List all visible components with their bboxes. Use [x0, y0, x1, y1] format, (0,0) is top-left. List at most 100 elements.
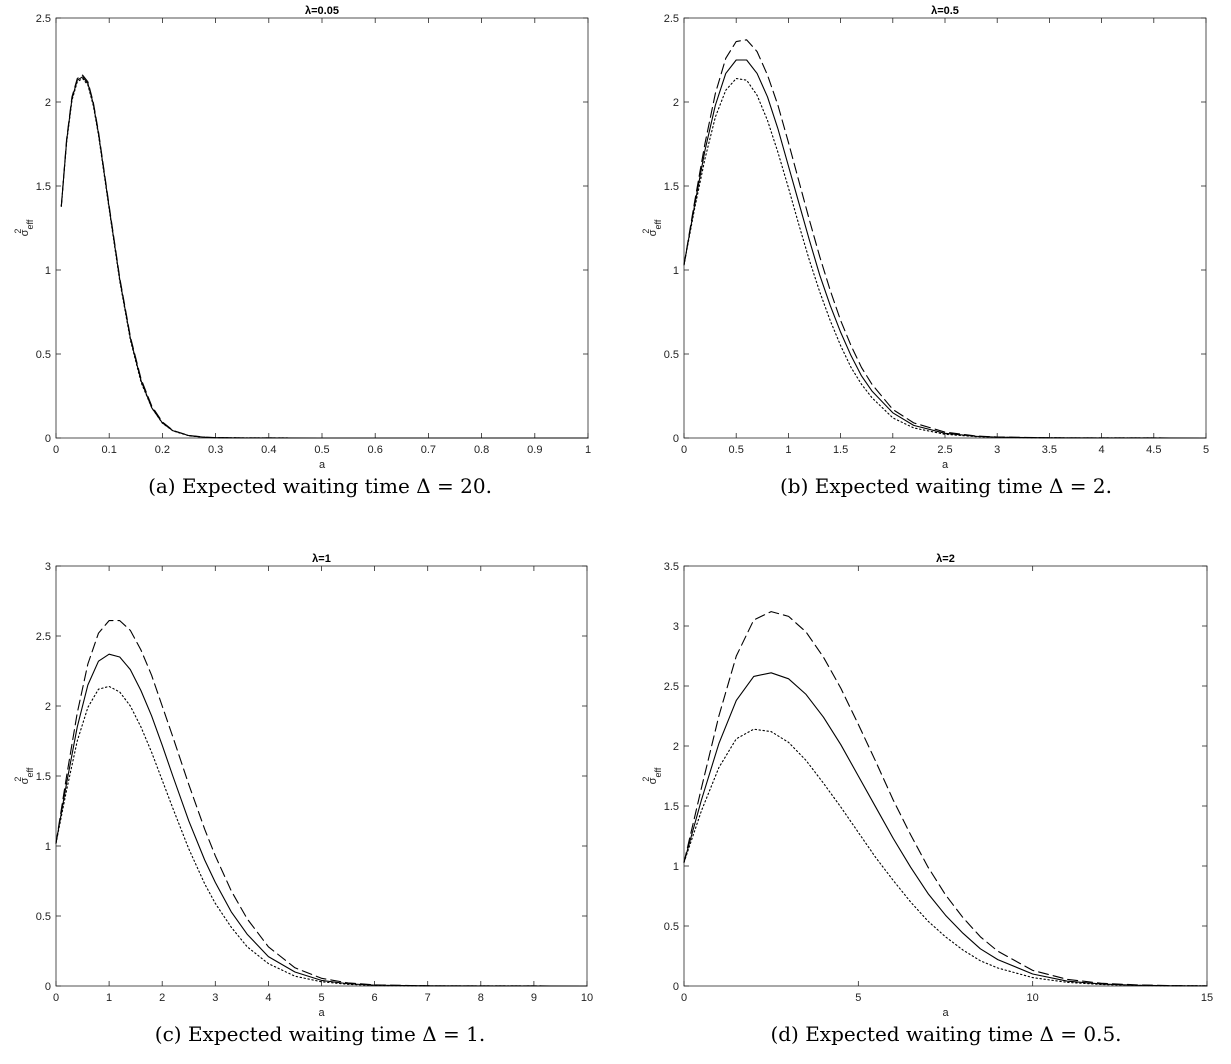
y-axis-label-sub: eff: [653, 767, 663, 777]
x-axis-label: a: [318, 1007, 325, 1019]
y-axis-label: σeff2: [13, 219, 35, 236]
y-tick-label: 2.5: [36, 631, 51, 643]
x-tick-label: 4: [265, 992, 271, 1004]
plot-area-box: [56, 18, 588, 438]
chart-panel-c: λ=1 0 1 2 3 4 5 6 7 8 9 10 0 0.5 1 1.5 2 2.5 3 a σeff2: [0, 530, 615, 1015]
y-axis-label-sup: 2: [641, 777, 651, 782]
y-tick-label: 3: [673, 621, 679, 633]
chart-title: λ=1: [312, 553, 331, 565]
chart-panel-d: λ=2 0 5 10 15 0 0.5 1 1.5 2 2.5 3 3.5 a σeff2: [615, 530, 1231, 1015]
x-tick-label: 8: [478, 992, 484, 1004]
x-tick-label: 9: [531, 992, 537, 1004]
plot-area-box: [684, 18, 1206, 438]
chart-b-svg: λ=0.5 0 0.5 1 1.5 2 2.5 3 3.5 4 4.5 5 0 0.5 1 1.5 2 2.5 a σ…: [615, 0, 1231, 478]
y-tick-label: 0: [45, 981, 51, 993]
x-tick-label: 3: [994, 444, 1000, 456]
y-tick-label: 1: [45, 265, 51, 277]
y-tick-label: 2: [673, 97, 679, 109]
x-tick-label: 3: [212, 992, 218, 1004]
x-tick-label: 0.3: [208, 444, 223, 456]
y-tick-label: 0.5: [36, 349, 51, 361]
chart-title: λ=0.5: [931, 5, 959, 17]
y-tick-label: 3: [45, 561, 51, 573]
plot-area-box: [684, 566, 1207, 986]
y-tick-label: 1: [45, 841, 51, 853]
chart-title: λ=0.05: [305, 5, 339, 17]
y-tick-label: 0: [45, 433, 51, 445]
y-tick-label: 0: [673, 433, 679, 445]
x-tick-label: 0.8: [474, 444, 489, 456]
y-tick-label: 2: [673, 741, 679, 753]
y-tick-label: 2: [45, 701, 51, 713]
plot-area-box: [56, 566, 587, 986]
x-axis-label: a: [319, 459, 326, 471]
chart-title: λ=2: [936, 553, 955, 565]
caption-c: (c) Expected waiting time Δ = 1.: [20, 1022, 620, 1046]
y-axis-label: σeff2: [641, 219, 663, 236]
y-axis-label-sub: eff: [653, 219, 663, 229]
y-axis-label-sub: eff: [25, 767, 35, 777]
y-axis-label: σeff2: [13, 767, 35, 784]
x-tick-label: 2: [890, 444, 896, 456]
x-tick-label: 1: [585, 444, 591, 456]
x-axis-label: a: [942, 1007, 949, 1019]
x-tick-label: 1: [106, 992, 112, 1004]
caption-a: (a) Expected waiting time Δ = 20.: [20, 474, 620, 498]
x-tick-label: 4: [1099, 444, 1105, 456]
chart-panel-b: λ=0.5 0 0.5 1 1.5 2 2.5 3 3.5 4 4.5 5 0 0.5 1 1.5 2 2.5 a σ…: [615, 0, 1231, 478]
y-tick-label: 1.5: [664, 801, 679, 813]
chart-panel-a: λ=0.05 0 0.1 0.2 0.3 0.4 0.5 0.6 0.7 0.8 0.9 1 0 0.5 1…: [0, 0, 615, 478]
x-tick-label: 0.2: [155, 444, 170, 456]
x-tick-label: 1: [785, 444, 791, 456]
y-tick-label: 2.5: [664, 13, 679, 25]
x-tick-label: 4.5: [1146, 444, 1161, 456]
x-tick-label: 0.9: [527, 444, 542, 456]
y-tick-label: 1.5: [36, 771, 51, 783]
x-tick-label: 15: [1201, 992, 1213, 1004]
x-tick-label: 6: [372, 992, 378, 1004]
x-tick-label: 2.5: [937, 444, 952, 456]
y-axis-label-sub: eff: [25, 219, 35, 229]
chart-a-svg: λ=0.05 0 0.1 0.2 0.3 0.4 0.5 0.6 0.7 0.8 0.9 1 0 0.5 1…: [0, 0, 615, 478]
y-tick-label: 1: [673, 861, 679, 873]
x-tick-label: 5: [1203, 444, 1209, 456]
caption-b: (b) Expected waiting time Δ = 2.: [646, 474, 1231, 498]
x-tick-label: 0.5: [314, 444, 329, 456]
x-tick-label: 0.6: [368, 444, 383, 456]
x-tick-label: 0: [681, 992, 687, 1004]
y-tick-label: 1.5: [664, 181, 679, 193]
x-tick-label: 7: [425, 992, 431, 1004]
y-axis-label: σeff2: [641, 767, 663, 784]
y-tick-label: 2: [45, 97, 51, 109]
x-tick-label: 1.5: [833, 444, 848, 456]
y-tick-label: 2.5: [36, 13, 51, 25]
y-tick-label: 1: [673, 265, 679, 277]
x-tick-label: 5: [318, 992, 324, 1004]
x-tick-label: 3.5: [1042, 444, 1057, 456]
y-tick-label: 0.5: [664, 349, 679, 361]
x-tick-label: 10: [581, 992, 593, 1004]
y-tick-label: 2.5: [664, 681, 679, 693]
y-axis-label-sup: 2: [13, 777, 23, 782]
x-tick-label: 10: [1027, 992, 1039, 1004]
x-tick-label: 0.7: [421, 444, 436, 456]
x-axis-label: a: [942, 459, 949, 471]
y-tick-label: 0.5: [36, 911, 51, 923]
x-tick-label: 0.5: [729, 444, 744, 456]
y-tick-label: 0: [673, 981, 679, 993]
x-tick-label: 0: [53, 444, 59, 456]
caption-d: (d) Expected waiting time Δ = 0.5.: [646, 1022, 1231, 1046]
y-axis-label-sup: 2: [13, 229, 23, 234]
x-tick-label: 0: [681, 444, 687, 456]
x-tick-label: 0.1: [102, 444, 117, 456]
x-tick-label: 2: [159, 992, 165, 1004]
x-tick-label: 5: [855, 992, 861, 1004]
y-tick-label: 1.5: [36, 181, 51, 193]
y-tick-label: 3.5: [664, 561, 679, 573]
x-tick-label: 0.4: [261, 444, 276, 456]
y-tick-label: 0.5: [664, 921, 679, 933]
y-axis-label-sup: 2: [641, 229, 651, 234]
x-tick-label: 0: [53, 992, 59, 1004]
